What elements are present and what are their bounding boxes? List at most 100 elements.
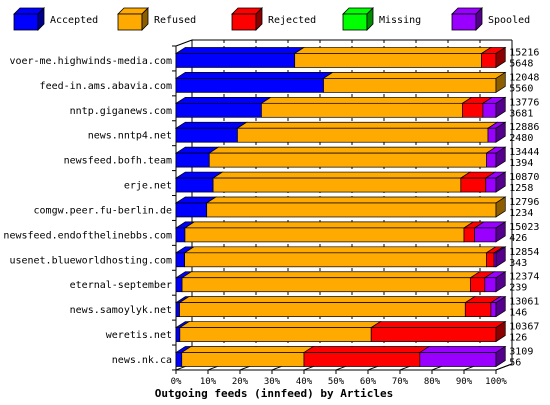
bar-top-refused bbox=[178, 321, 382, 328]
x-tick-label: 20% bbox=[232, 377, 249, 387]
accepted-count-label: 5648 bbox=[509, 58, 533, 69]
accepted-count-label: 2480 bbox=[509, 133, 533, 144]
bar-segment-spooled bbox=[474, 227, 497, 243]
bar-top-refused bbox=[205, 196, 507, 204]
bar-segment-spooled bbox=[486, 152, 497, 168]
accepted-count-label: 56 bbox=[509, 358, 521, 369]
legend-swatch-rejected bbox=[231, 13, 257, 31]
legend-label-spooled: Spooled bbox=[488, 15, 530, 26]
bar-top-refused bbox=[180, 346, 315, 353]
legend-swatch-refused bbox=[117, 13, 143, 31]
bar-segment-accepted bbox=[175, 227, 186, 243]
category-label-news-nk-ca: news.nk.ca bbox=[112, 355, 172, 366]
total-label: 3109 bbox=[509, 347, 533, 358]
bar-top-refused bbox=[208, 146, 497, 154]
bar-side bbox=[495, 345, 506, 368]
legend-swatch-accepted bbox=[13, 13, 39, 31]
bar-segment-rejected bbox=[486, 252, 495, 268]
category-label-usenet-blueworldhosting-com: usenet.blueworldhosting.com bbox=[9, 255, 172, 266]
bar-top-refused bbox=[183, 221, 475, 229]
bar-top-refused bbox=[293, 47, 493, 54]
category-label-newsfeed-bofh-team: newsfeed.bofh.team bbox=[64, 156, 172, 167]
bar-top-refused bbox=[322, 72, 507, 79]
bar-segment-spooled bbox=[487, 127, 497, 143]
accepted-count-label: 1394 bbox=[509, 158, 533, 169]
bar-top-accepted bbox=[174, 96, 272, 104]
category-label-feed-in-ams-abavia-com: feed-in.ams.abavia.com bbox=[40, 81, 172, 92]
accepted-count-label: 343 bbox=[509, 258, 527, 269]
bar-segment-refused bbox=[179, 327, 372, 342]
bar-segment-accepted bbox=[175, 327, 181, 342]
bar-segment-spooled bbox=[482, 102, 497, 118]
bar-top-spooled bbox=[418, 346, 507, 353]
bar-side bbox=[495, 71, 506, 94]
bar-top-refused bbox=[211, 171, 472, 179]
bar-segment-accepted bbox=[175, 202, 208, 218]
bar-top-refused bbox=[180, 271, 481, 279]
legend-swatch-missing bbox=[342, 13, 368, 31]
legend-label-refused: Refused bbox=[154, 15, 196, 26]
bar-segment-rejected bbox=[303, 352, 421, 367]
bar-segment-refused bbox=[184, 252, 487, 268]
bar-side bbox=[495, 96, 506, 118]
category-label-news-samoylyk-net: news.samoylyk.net bbox=[70, 305, 172, 316]
category-label-newsfeed-endofthelinebbs-com: newsfeed.endofthelinebbs.com bbox=[3, 230, 172, 241]
bar-segment-refused bbox=[181, 352, 305, 367]
bar-top-rejected bbox=[370, 321, 507, 328]
accepted-count-label: 1258 bbox=[509, 183, 533, 194]
accepted-count-label: 5560 bbox=[509, 83, 533, 94]
total-label: 12374 bbox=[509, 272, 539, 283]
bar-segment-rejected bbox=[370, 327, 497, 342]
x-tick-label: 60% bbox=[360, 377, 377, 387]
total-label: 10367 bbox=[509, 322, 539, 333]
bar-segment-spooled bbox=[490, 302, 497, 318]
bar-side bbox=[495, 271, 506, 293]
category-label-comgw-peer-fu-berlin-de: comgw.peer.fu-berlin.de bbox=[34, 205, 172, 216]
bar-segment-accepted bbox=[175, 252, 185, 268]
bar-segment-accepted bbox=[175, 53, 296, 68]
bar-segment-rejected bbox=[462, 102, 484, 118]
category-label-erje-net: erje.net bbox=[124, 181, 172, 192]
bar-segment-accepted bbox=[175, 127, 238, 143]
bar-top-accepted bbox=[174, 121, 248, 129]
bar-segment-refused bbox=[261, 102, 463, 118]
legend-label-rejected: Rejected bbox=[268, 15, 316, 26]
x-tick-label: 80% bbox=[424, 377, 441, 387]
accepted-count-label: 3681 bbox=[509, 108, 533, 119]
bar-segment-accepted bbox=[175, 277, 183, 293]
bar-segment-spooled bbox=[419, 352, 497, 367]
total-label: 10870 bbox=[509, 172, 539, 183]
legend-swatch-side-refused bbox=[141, 7, 149, 31]
accepted-count-label: 1234 bbox=[509, 208, 533, 219]
bar-segment-rejected bbox=[460, 177, 487, 193]
bar-segment-refused bbox=[237, 127, 489, 143]
bar-segment-accepted bbox=[175, 152, 210, 168]
bar-side bbox=[495, 121, 506, 143]
category-label-voer-me-highwinds-media-com: voer-me.highwinds-media.com bbox=[9, 56, 172, 67]
bar-segment-refused bbox=[323, 78, 497, 93]
chart-title: Outgoing feeds (innfeed) by Articles bbox=[155, 387, 393, 400]
x-tick-label: 90% bbox=[456, 377, 473, 387]
bar-top-accepted bbox=[174, 72, 334, 79]
bar-segment-accepted bbox=[175, 352, 183, 367]
bar-segment-rejected bbox=[464, 302, 492, 318]
bar-segment-refused bbox=[184, 227, 465, 243]
bar-side bbox=[495, 171, 506, 193]
bar-segment-refused bbox=[206, 202, 497, 218]
bar-side bbox=[495, 246, 506, 268]
legend-swatch-side-spooled bbox=[475, 7, 483, 31]
bar-top-refused bbox=[178, 296, 476, 304]
x-tick-label: 50% bbox=[328, 377, 345, 387]
legend-label-missing: Missing bbox=[379, 15, 421, 26]
legend-swatch-side-missing bbox=[366, 7, 374, 31]
x-tick-label: 10% bbox=[200, 377, 217, 387]
total-label: 15023 bbox=[509, 222, 539, 233]
legend-swatch-side-rejected bbox=[255, 7, 263, 31]
bar-segment-accepted bbox=[175, 78, 324, 93]
total-label: 12854 bbox=[509, 247, 539, 258]
bar-top-refused bbox=[236, 121, 499, 129]
legend-label-accepted: Accepted bbox=[50, 15, 98, 26]
bar-segment-rejected bbox=[481, 53, 497, 68]
total-label: 12886 bbox=[509, 122, 539, 133]
